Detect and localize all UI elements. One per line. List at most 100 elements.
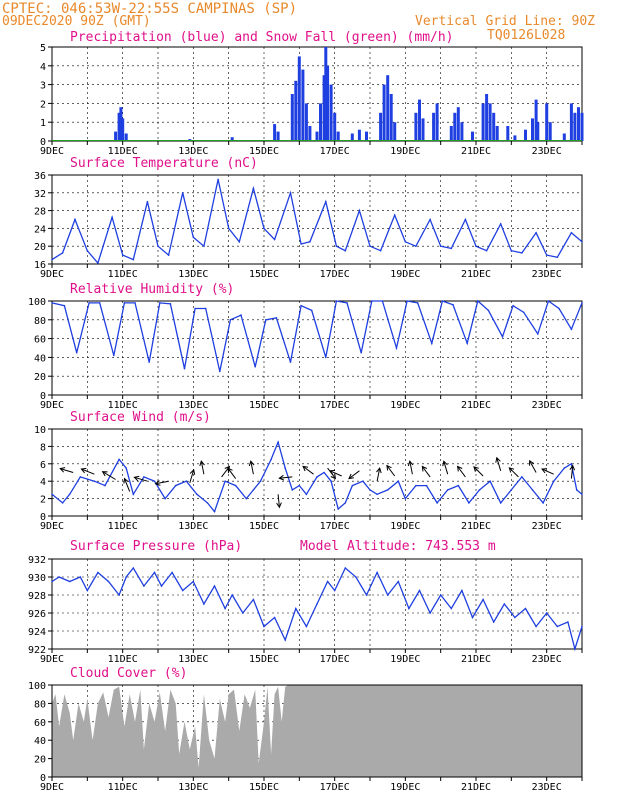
y-tick-label: 5 (40, 43, 46, 54)
data-point (344, 249, 347, 252)
data-point (213, 585, 216, 587)
precipitation-bar (315, 131, 319, 141)
header-run: 09DEC2020 90Z (GMT) (2, 14, 151, 29)
data-point (408, 607, 410, 610)
x-tick-label: 19DEC (390, 521, 420, 532)
x-tick-label: 9DEC (40, 269, 64, 280)
data-point (157, 245, 159, 247)
data-point (284, 467, 287, 469)
panel-frame (51, 46, 583, 142)
data-point (164, 497, 166, 500)
y-tick-label: 8 (40, 442, 46, 453)
data-point (146, 200, 149, 203)
precipitation-bar (114, 131, 118, 141)
precipitation-bar (357, 129, 361, 141)
precipitation-bar (389, 94, 393, 141)
wind-arrow-head (123, 477, 129, 484)
data-point (291, 489, 294, 491)
precipitation-bar (326, 65, 330, 141)
data-point (441, 300, 444, 302)
data-point (358, 209, 361, 212)
x-tick-label: 17DEC (320, 146, 350, 157)
precipitation-bar (386, 75, 390, 141)
data-point (224, 480, 226, 483)
wind-speed-line (51, 440, 583, 513)
data-point (581, 493, 583, 496)
data-point (58, 576, 60, 578)
panel-frame (51, 558, 583, 650)
data-point (196, 493, 198, 496)
y-tick-label: 60 (34, 718, 46, 729)
precipitation-bar (230, 137, 234, 141)
wind-arrow-head (348, 473, 354, 480)
panel-frame (51, 300, 583, 396)
data-point (450, 607, 453, 610)
x-tick-label: 13DEC (178, 521, 208, 532)
precipitation-bar (276, 131, 280, 141)
wind-arrow (409, 461, 413, 475)
x-tick-label: 9DEC (40, 782, 64, 793)
data-point (97, 262, 99, 264)
data-point (468, 502, 470, 504)
precipitation-bar (577, 107, 580, 141)
x-tick-label: 13DEC (178, 400, 208, 411)
y-tick-label: 6 (40, 460, 46, 471)
data-point (203, 603, 205, 605)
precipitation-bar (297, 56, 301, 141)
data-point (118, 594, 120, 596)
data-point (265, 319, 267, 321)
wind-arrow (329, 470, 342, 477)
data-point (61, 502, 64, 504)
data-point (369, 245, 371, 247)
data-point (393, 214, 396, 216)
data-point (429, 218, 431, 221)
data-point (371, 300, 373, 302)
data-point (111, 216, 113, 219)
x-tick-label: 23DEC (532, 782, 562, 793)
data-point (503, 603, 506, 605)
x-tick-label: 17DEC (320, 521, 350, 532)
precipitation-bar (382, 84, 386, 141)
data-point (326, 580, 329, 583)
precipitation-bar (117, 112, 121, 141)
data-point (466, 342, 469, 345)
precipitation-bar (580, 112, 584, 141)
precipitation-bar (301, 69, 305, 141)
precipitation-bar (456, 107, 460, 141)
data-point (415, 484, 417, 487)
precipitation-bar (573, 112, 577, 141)
data-point (337, 508, 340, 510)
y-tick-label: 924 (28, 627, 46, 638)
precipitation-bar (336, 131, 340, 141)
precipitation-panel: Precipitation (blue) and Snow Fall (gree… (40, 30, 584, 157)
data-point (259, 480, 262, 483)
data-point (381, 300, 384, 302)
precipitation-bar (322, 75, 326, 141)
data-point (153, 480, 156, 483)
data-point (461, 589, 463, 592)
y-tick-label: 100 (28, 681, 46, 692)
data-point (219, 370, 221, 373)
header-code: TQ0126L028 (487, 28, 565, 43)
wind-arrow-head (189, 468, 196, 475)
x-tick-label: 23DEC (532, 269, 562, 280)
precipitation-bar (531, 118, 534, 141)
pressure-title: Surface Pressure (hPa) (70, 539, 242, 554)
wind-arrow (386, 465, 396, 477)
precipitation-bar (350, 133, 354, 141)
data-point (362, 480, 364, 483)
data-point (521, 252, 523, 254)
data-point (386, 489, 389, 491)
x-tick-label: 11DEC (108, 146, 138, 157)
precipitation-bar (481, 103, 485, 141)
data-point (485, 249, 488, 252)
data-point (537, 333, 539, 335)
data-point (107, 580, 110, 583)
data-point (206, 502, 209, 504)
precipitation-bar (294, 80, 298, 141)
y-tick-label: 4 (40, 477, 46, 488)
data-point (305, 493, 308, 496)
precipitation-bar (536, 122, 540, 141)
x-tick-label: 15DEC (249, 400, 279, 411)
data-point (277, 441, 279, 443)
